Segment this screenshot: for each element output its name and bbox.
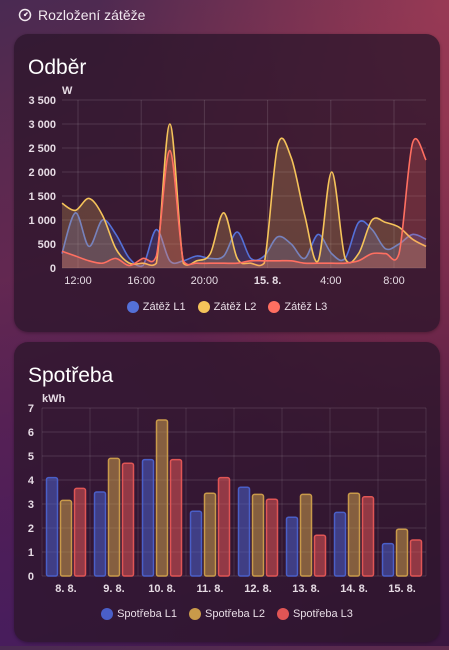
odber-y-tick-label: 2 500 [28,143,56,155]
spotreba-bar-1[interactable] [285,516,299,577]
spotreba-legend-swatch-1 [101,608,114,620]
section-title: Rozložení zátěže [38,7,146,23]
odber-x-tick-label: 12:00 [64,275,92,287]
spotreba-legend-label-1: Spotřeba L1 [117,608,178,620]
odber-legend-swatch-2 [197,301,210,313]
spotreba-chart[interactable]: 0 1 2 3 4 5 6 7 kWh 8. 8. 9. 8. 10. 8. 11. 8. 12. 8. 1… [14,390,440,650]
spotreba-bar-3[interactable] [361,496,375,577]
spotreba-bar-2[interactable] [155,419,169,577]
spotreba-x-tick-label: 13. 8. [292,583,320,595]
spotreba-x-tick-label: 9. 8. [103,583,124,595]
spotreba-y-tick-label: 7 [28,403,34,415]
spotreba-x-tick-label: 10. 8. [148,583,176,595]
odber-x-tick-label: 8:00 [383,275,404,287]
odber-x-tick-label: 4:00 [320,275,341,287]
spotreba-bar-3[interactable] [313,534,327,577]
spotreba-bar-3[interactable] [217,476,231,577]
odber-title: Odběr [28,56,87,79]
spotreba-bar-2[interactable] [347,492,361,577]
spotreba-bar-1[interactable] [45,476,59,577]
odber-legend-item-1[interactable]: Zátěž L1 [126,301,186,313]
spotreba-legend-item-3[interactable]: Spotřeba L3 [276,608,353,620]
spotreba-bar-2[interactable] [251,493,265,577]
spotreba-y-tick-label: 0 [28,571,34,583]
spotreba-x-tick-label: 12. 8. [244,583,272,595]
spotreba-legend-swatch-2 [189,608,202,620]
spotreba-bar-1[interactable] [333,511,347,577]
odber-area-series-2 [62,124,426,268]
odber-y-tick-label: 2 000 [28,167,56,179]
spotreba-bar-3[interactable] [121,462,135,577]
spotreba-legend: Spotřeba L1 Spotřeba L2 Spotřeba L3 [14,608,440,620]
odber-legend-label-3: Zátěž L3 [284,301,328,313]
spotreba-y-tick-label: 4 [28,475,35,487]
odber-line-series-3 [61,138,427,267]
odber-x-tick-label: 15. 8. [254,275,282,287]
spotreba-legend-label-2: Spotřeba L2 [205,608,265,620]
odber-legend-label-1: Zátěž L1 [142,301,186,313]
odber-x-tick-label: 16:00 [127,275,155,287]
spotreba-x-tick-label: 11. 8. [197,583,224,595]
spotreba-y-tick-label: 5 [28,451,34,463]
spotreba-bar-1[interactable] [93,491,107,577]
odber-area-series-1 [62,212,426,268]
odber-legend-item-2[interactable]: Zátěž L2 [197,301,257,313]
spotreba-bar-1[interactable] [381,542,395,577]
spotreba-bar-3[interactable] [73,487,87,577]
odber-x-tick-label: 20:00 [191,275,219,287]
odber-y-tick-label: 1 500 [28,191,56,203]
odber-unit-label: W [62,85,73,97]
spotreba-x-tick-label: 8. 8. [55,583,76,595]
section-header: Rozložení zátěže [18,6,145,24]
spotreba-bar-2[interactable] [59,499,73,577]
spotreba-unit-label: kWh [42,393,66,405]
spotreba-y-tick-label: 3 [28,499,34,511]
odber-y-tick-label: 3 000 [28,119,56,131]
odber-y-tick-label: 500 [38,239,56,251]
spotreba-card[interactable]: Spotřeba 0 1 2 3 4 5 6 7 kWh 8. 8. 9. 8. 10. 8. 11. … [14,342,440,642]
spotreba-legend-swatch-3 [276,608,289,620]
spotreba-legend-label-3: Spotřeba L3 [292,608,353,620]
spotreba-bar-1[interactable] [237,486,251,577]
odber-card[interactable]: Odběr 0 500 1 000 1 500 2 000 2 500 3 000 3 500… [14,34,440,332]
odber-legend-label-2: Zátěž L2 [213,301,257,313]
spotreba-bar-2[interactable] [395,528,409,577]
spotreba-bar-1[interactable] [141,458,155,577]
spotreba-x-tick-label: 14. 8. [340,583,368,595]
spotreba-bar-3[interactable] [265,498,279,577]
spotreba-title: Spotřeba [28,364,114,387]
odber-legend-item-3[interactable]: Zátěž L3 [268,301,327,313]
odber-y-tick-label: 1 000 [28,215,56,227]
gauge-icon [18,8,32,22]
spotreba-legend-item-2[interactable]: Spotřeba L2 [189,608,265,620]
spotreba-y-tick-label: 6 [28,427,34,439]
spotreba-bar-2[interactable] [107,457,121,577]
odber-legend-swatch-3 [268,301,281,313]
spotreba-bar-1[interactable] [189,510,203,577]
spotreba-bar-3[interactable] [409,539,423,577]
spotreba-bar-2[interactable] [203,492,217,577]
odber-chart[interactable]: 0 500 1 000 1 500 2 000 2 500 3 000 3 500 W 12:00… [14,82,440,342]
odber-line-series-1 [61,211,427,268]
spotreba-y-tick-label: 2 [28,523,34,535]
spotreba-y-tick-label: 1 [28,547,34,559]
odber-y-tick-label: 3 500 [28,95,56,107]
odber-y-tick-label: 0 [50,263,56,275]
spotreba-x-tick-label: 15. 8. [388,583,416,595]
odber-legend: Zátěž L1 Zátěž L2 Zátěž L3 [14,301,440,313]
spotreba-legend-item-1[interactable]: Spotřeba L1 [101,608,177,620]
spotreba-bar-3[interactable] [169,458,183,577]
spotreba-bar-2[interactable] [299,493,313,577]
odber-legend-swatch-1 [126,301,139,313]
